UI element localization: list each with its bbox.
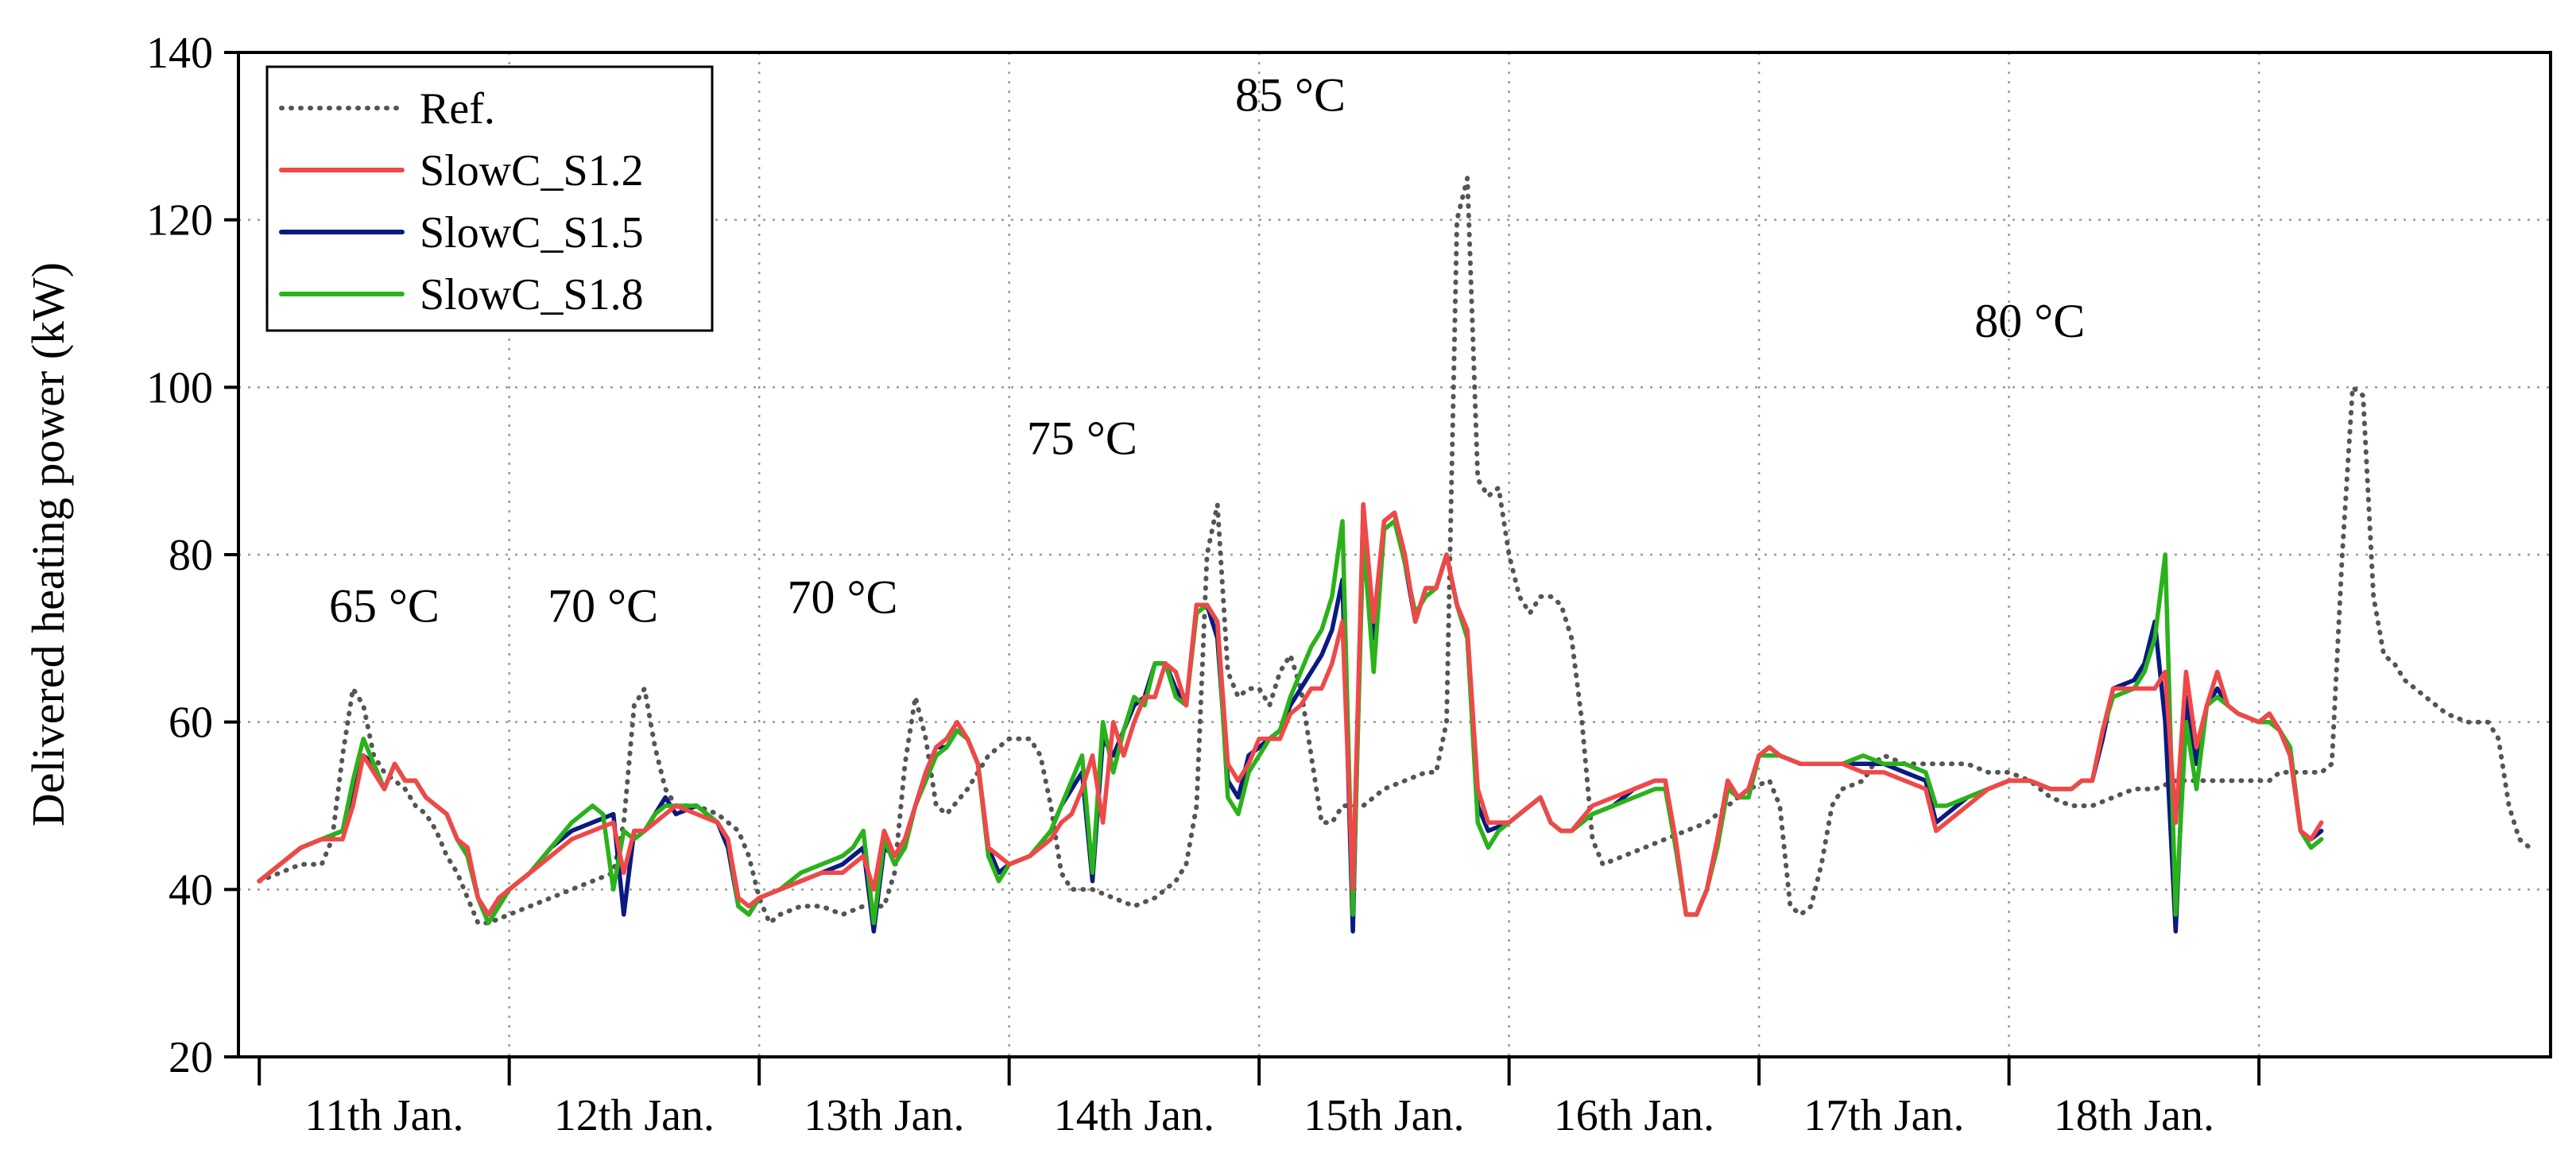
x-category-label: 18th Jan.	[2054, 1091, 2214, 1140]
series-lines	[257, 176, 2532, 934]
y-tick-label: 100	[146, 363, 213, 412]
series-line-ref-	[257, 176, 2532, 926]
temperature-annotation: 65 °C	[329, 579, 440, 632]
x-category-label: 11th Jan.	[304, 1091, 463, 1140]
y-tick-label: 120	[146, 196, 213, 246]
temperature-annotation: 80 °C	[1974, 295, 2085, 347]
legend: Ref. SlowC_S1.2 SlowC_S1.5 SlowC_S1.8	[265, 65, 714, 332]
legend-label: SlowC_S1.5	[420, 208, 644, 257]
y-tick-label: 60	[169, 698, 213, 748]
y-tick-label: 80	[169, 531, 213, 580]
x-category-label: 13th Jan.	[804, 1091, 964, 1140]
legend-label: Ref.	[420, 84, 495, 134]
y-axis-title: Delivered heating power (kW)	[22, 262, 74, 826]
x-axis-ticks: 11th Jan. 12th Jan. 13th Jan. 14th Jan. 15th…	[258, 1057, 2261, 1140]
legend-box	[265, 65, 714, 332]
x-category-label: 12th Jan.	[554, 1091, 715, 1140]
x-category-label: 15th Jan.	[1303, 1091, 1464, 1140]
temperature-annotation: 85 °C	[1235, 69, 1346, 122]
y-tick-label: 140	[146, 29, 213, 78]
temperature-annotation: 70 °C	[548, 579, 658, 632]
y-tick-label: 40	[169, 865, 213, 915]
series-line-slowc-s1-2	[257, 502, 2324, 917]
x-category-label: 17th Jan.	[1803, 1091, 1964, 1140]
annotations: 65 °C 70 °C 70 °C 75 °C 85 °C 80 °C	[329, 69, 2085, 633]
legend-label: SlowC_S1.2	[420, 146, 644, 195]
temperature-annotation: 70 °C	[788, 571, 898, 624]
x-category-label: 14th Jan.	[1054, 1091, 1214, 1140]
y-tick-label: 20	[169, 1033, 213, 1082]
legend-label: SlowC_S1.8	[420, 270, 644, 319]
x-category-label: 16th Jan.	[1554, 1091, 1714, 1140]
y-axis-ticks: 20 40 60 80 100 120 140	[146, 29, 238, 1082]
temperature-annotation: 75 °C	[1027, 412, 1137, 465]
